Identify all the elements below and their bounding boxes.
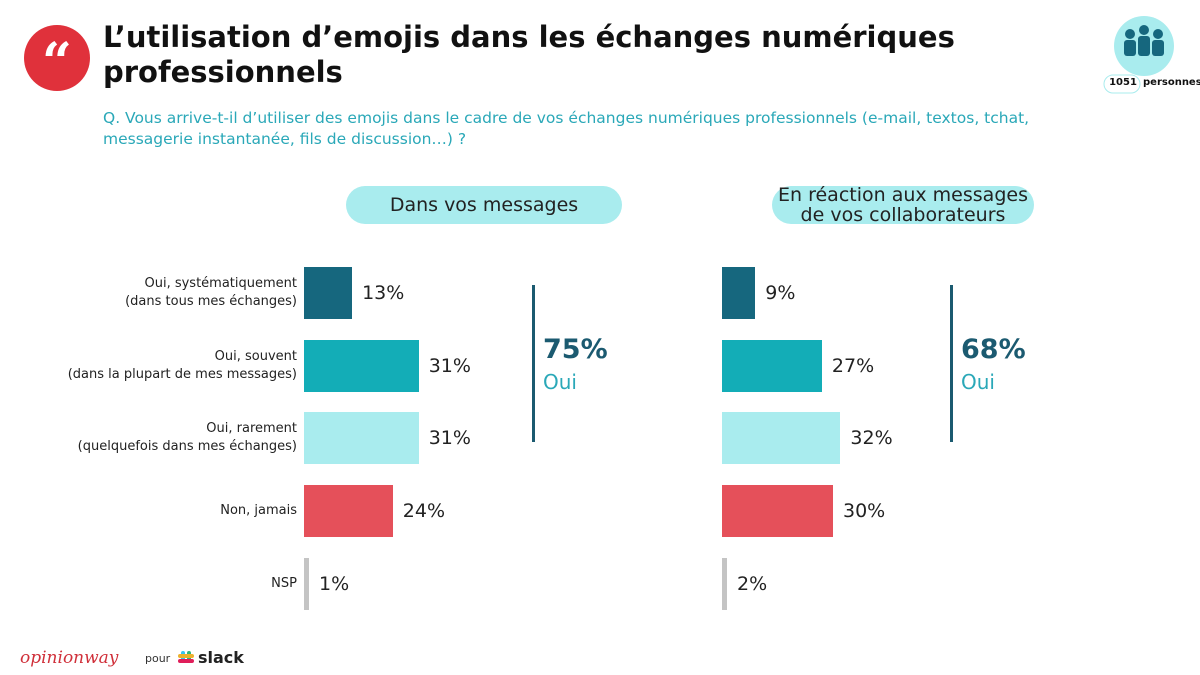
summary-label: Oui xyxy=(543,370,577,394)
bar xyxy=(304,558,309,610)
value-label: 31% xyxy=(428,355,471,377)
value-label: 24% xyxy=(402,500,446,522)
people-icon xyxy=(1124,25,1164,56)
category-label: NSP xyxy=(271,576,297,591)
quote-mark: “ xyxy=(42,32,72,93)
bar xyxy=(722,485,833,537)
slack-logo xyxy=(178,651,194,663)
panel-title: En réaction aux messages de vos collabor… xyxy=(772,185,1034,225)
quote-icon xyxy=(24,25,90,91)
count-badge xyxy=(1103,74,1141,94)
value-label: 32% xyxy=(850,427,893,449)
panel-title: Dans vos messages xyxy=(346,186,622,224)
value-label: 9% xyxy=(765,282,796,304)
bracket xyxy=(950,285,953,442)
bar xyxy=(304,485,393,537)
value-label: 31% xyxy=(428,427,471,449)
bar xyxy=(304,267,353,319)
footer-pour: pour xyxy=(145,652,171,665)
sample-count: 1051 xyxy=(1109,77,1137,88)
value-label: 30% xyxy=(843,500,886,522)
bar xyxy=(722,340,822,392)
bar xyxy=(722,558,727,610)
summary-label: Oui xyxy=(961,370,995,394)
sample-label: personnes xyxy=(1143,77,1200,88)
partner: slack xyxy=(198,648,244,667)
category-label: Non, jamais xyxy=(220,503,297,518)
value-label: 27% xyxy=(831,355,875,377)
category-label: Oui, souvent (dans la plupart de mes mes… xyxy=(67,349,297,382)
brand: opinionway xyxy=(20,648,119,668)
bar xyxy=(304,340,419,392)
bar xyxy=(304,412,419,464)
category-label: Oui, systématiquement (dans tous mes éch… xyxy=(125,276,297,309)
question: Q. Vous arrive-t-il d’utiliser des emoji… xyxy=(103,109,1030,148)
summary-value: 68% xyxy=(961,334,1026,365)
bracket xyxy=(532,285,535,442)
category-label: Oui, rarement (quelquefois dans mes écha… xyxy=(77,421,297,454)
summary-value: 75% xyxy=(543,334,608,365)
bar xyxy=(722,412,841,464)
bar xyxy=(722,267,756,319)
value-label: 1% xyxy=(319,573,350,595)
title: L’utilisation d’emojis dans les échanges… xyxy=(103,20,955,89)
value-label: 13% xyxy=(362,282,405,304)
value-label: 2% xyxy=(737,573,768,595)
